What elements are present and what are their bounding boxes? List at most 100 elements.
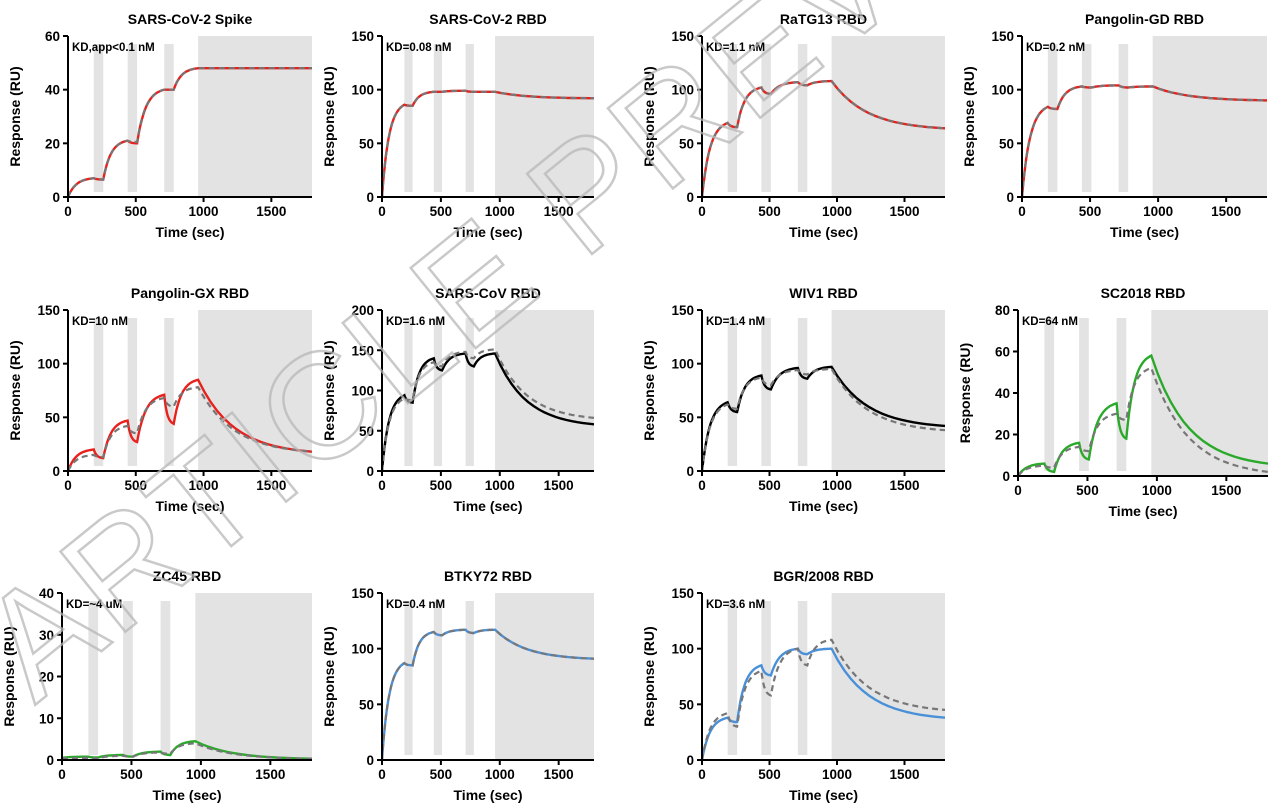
dissociation-band bbox=[761, 601, 771, 755]
x-tick-label: 1000 bbox=[189, 204, 219, 219]
x-tick-label: 1500 bbox=[544, 478, 574, 493]
kd-annotation: KD=~4 uM bbox=[66, 599, 122, 611]
x-tick-label: 500 bbox=[125, 204, 148, 219]
fit-series-line bbox=[1022, 84, 1267, 197]
y-tick-label: 100 bbox=[351, 384, 374, 399]
x-axis-label: Time (sec) bbox=[789, 224, 858, 240]
x-tick-label: 0 bbox=[378, 767, 386, 782]
y-tick-label: 50 bbox=[679, 410, 694, 425]
y-axis-label: Response (RU) bbox=[321, 340, 337, 440]
panel-title: SARS-CoV-2 Spike bbox=[128, 11, 253, 27]
x-axis-label: Time (sec) bbox=[153, 787, 222, 803]
y-tick-label: 100 bbox=[351, 642, 374, 657]
measured-series-line bbox=[702, 365, 945, 471]
y-tick-label: 80 bbox=[995, 303, 1010, 318]
fit-series-line bbox=[702, 367, 945, 471]
fit-series-line bbox=[1018, 366, 1268, 476]
kd-annotation: KD=0.2 nM bbox=[1026, 42, 1085, 54]
fit-series-line bbox=[702, 80, 945, 197]
y-tick-label: 50 bbox=[999, 136, 1014, 151]
x-tick-label: 0 bbox=[58, 767, 66, 782]
dissociation-band bbox=[1079, 318, 1089, 471]
kd-annotation: KD=1.6 nM bbox=[386, 316, 445, 328]
x-tick-label: 1000 bbox=[1143, 204, 1173, 219]
y-axis-label: Response (RU) bbox=[321, 626, 337, 726]
panel-sars-cov-2-spike: 0 20 40 60 0 500 1000 1500 SARS-CoV-2 Spike KD,ap… bbox=[7, 11, 312, 240]
x-axis-label: Time (sec) bbox=[1109, 503, 1178, 519]
dissociation-band bbox=[93, 318, 104, 466]
x-tick-label: 1500 bbox=[544, 204, 574, 219]
fit-series-line bbox=[382, 89, 594, 197]
dissociation-band bbox=[1047, 44, 1058, 192]
y-tick-label: 150 bbox=[351, 343, 374, 358]
x-tick-label: 1500 bbox=[256, 478, 286, 493]
x-tick-label: 1500 bbox=[1211, 483, 1241, 498]
measured-series-line bbox=[1018, 353, 1268, 476]
dissociation-band bbox=[727, 601, 738, 755]
panel-title: WIV1 RBD bbox=[789, 285, 857, 301]
panel-title: RaTG13 RBD bbox=[780, 11, 867, 27]
y-tick-label: 200 bbox=[351, 303, 374, 318]
x-axis-label: Time (sec) bbox=[454, 224, 523, 240]
y-tick-label: 100 bbox=[991, 83, 1014, 98]
dissociation-band bbox=[1081, 44, 1092, 192]
dissociation-band bbox=[1118, 44, 1129, 192]
x-tick-label: 1000 bbox=[186, 767, 216, 782]
panel-title: Pangolin-GD RBD bbox=[1085, 11, 1204, 27]
fit-series-line bbox=[68, 67, 312, 197]
y-tick-label: 50 bbox=[359, 424, 374, 439]
dissociation-band bbox=[404, 601, 413, 755]
x-tick-label: 1000 bbox=[485, 204, 515, 219]
x-tick-label: 0 bbox=[1018, 204, 1026, 219]
x-tick-label: 1000 bbox=[822, 478, 852, 493]
kd-annotation: KD=64 nM bbox=[1022, 316, 1078, 328]
panel-zc45-rbd: 0 10 20 30 40 0 500 1000 1500 ZC45 RBD KD=~4 uM Tim… bbox=[1, 568, 312, 803]
dissociation-band bbox=[1116, 318, 1127, 471]
fit-series-line bbox=[62, 742, 312, 760]
dissociation-band bbox=[761, 44, 771, 192]
dissociation-band bbox=[761, 318, 771, 466]
y-tick-label: 20 bbox=[39, 670, 54, 685]
x-tick-label: 1500 bbox=[544, 767, 574, 782]
x-tick-label: 500 bbox=[1076, 483, 1099, 498]
kd-annotation: KD=10 nM bbox=[72, 316, 128, 328]
y-tick-label: 150 bbox=[37, 303, 60, 318]
x-tick-label: 1000 bbox=[1142, 483, 1172, 498]
x-axis-label: Time (sec) bbox=[156, 224, 225, 240]
x-tick-label: 1500 bbox=[255, 767, 285, 782]
dissociation-band bbox=[433, 318, 443, 466]
x-tick-label: 1500 bbox=[889, 767, 919, 782]
x-tick-label: 0 bbox=[378, 204, 386, 219]
x-tick-label: 1500 bbox=[889, 204, 919, 219]
dissociation-band bbox=[127, 44, 138, 192]
kd-annotation: KD=0.4 nM bbox=[386, 599, 445, 611]
dissociation-band bbox=[164, 318, 174, 466]
y-tick-label: 50 bbox=[679, 136, 694, 151]
y-tick-label: 20 bbox=[995, 428, 1010, 443]
x-axis-label: Time (sec) bbox=[454, 498, 523, 514]
x-tick-label: 500 bbox=[758, 767, 781, 782]
y-axis-label: Response (RU) bbox=[641, 340, 657, 440]
x-tick-label: 0 bbox=[64, 204, 72, 219]
y-tick-label: 0 bbox=[366, 464, 374, 479]
dissociation-region bbox=[1152, 36, 1267, 197]
y-tick-label: 100 bbox=[671, 83, 694, 98]
y-axis-label: Response (RU) bbox=[7, 340, 23, 440]
dissociation-band bbox=[127, 318, 138, 466]
y-tick-label: 0 bbox=[46, 753, 54, 768]
dissociation-band bbox=[433, 601, 443, 755]
dissociation-region bbox=[495, 310, 594, 471]
fit-series-line bbox=[382, 628, 594, 760]
dissociation-band bbox=[160, 601, 171, 755]
x-axis-label: Time (sec) bbox=[1110, 224, 1179, 240]
x-tick-label: 500 bbox=[1079, 204, 1102, 219]
kd-annotation: KD=1.1 nM bbox=[706, 42, 765, 54]
dissociation-region bbox=[831, 36, 945, 197]
x-tick-label: 500 bbox=[430, 204, 453, 219]
y-tick-label: 0 bbox=[52, 464, 60, 479]
